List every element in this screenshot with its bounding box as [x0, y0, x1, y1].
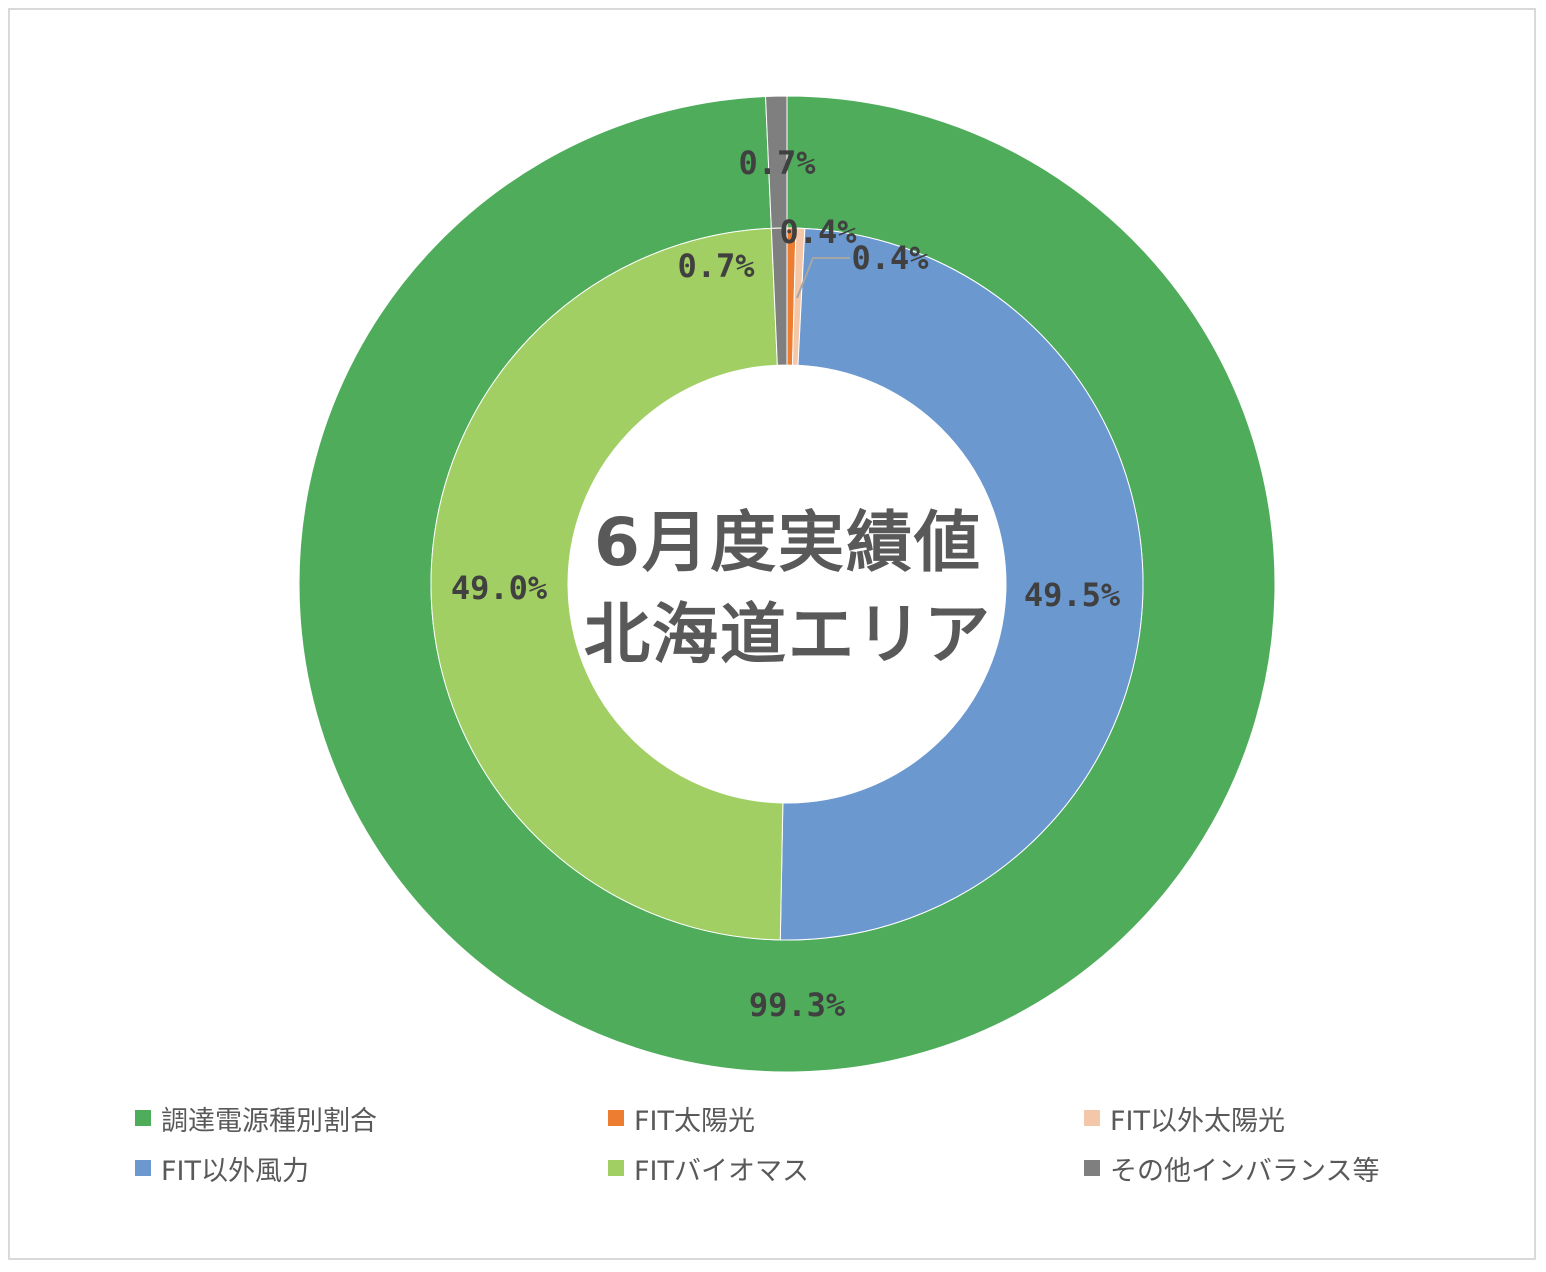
chart-title-line-2: 北海道エリア	[584, 596, 992, 673]
outer-slice-0-data-label: 99.3%	[749, 986, 846, 1024]
outer-slice-1-data-label: 0.7%	[738, 144, 816, 182]
inner-slice-3	[430, 227, 784, 941]
legend-label: その他インバランス等	[1110, 1155, 1380, 1187]
legend-swatch	[1084, 1160, 1100, 1176]
legend-label: FIT太陽光	[634, 1105, 755, 1137]
inner-slice-2	[779, 227, 1144, 941]
inner-slice-3-data-label: 49.0%	[451, 569, 548, 607]
leader-line-non-fit-solar	[796, 257, 850, 299]
legend-item-other-imbalance: その他インバランス等	[1084, 1148, 1379, 1188]
inner-slice-1-data-label: 0.4%	[851, 239, 929, 277]
inner-slice-4	[770, 227, 788, 366]
legend-swatch	[608, 1110, 624, 1126]
legend-swatch	[135, 1110, 151, 1126]
chart-title-line-1: 6月度実績値	[594, 504, 982, 581]
legend-label: FITバイオマス	[634, 1155, 809, 1187]
legend-item-procurement-ratio: 調達電源種別割合	[135, 1098, 377, 1138]
inner-slice-2-data-label: 49.5%	[1024, 576, 1121, 614]
legend-label: FIT以外風力	[161, 1155, 309, 1187]
legend-item-fit-solar: FIT太陽光	[608, 1098, 755, 1138]
legend-label: FIT以外太陽光	[1110, 1105, 1285, 1137]
inner-slice-4-data-label: 0.7%	[677, 247, 755, 285]
legend-item-non-fit-wind: FIT以外風力	[135, 1148, 309, 1188]
legend-item-fit-biomass: FITバイオマス	[608, 1148, 809, 1188]
inner-slice-0-data-label: 0.4%	[779, 213, 857, 251]
legend-label: 調達電源種別割合	[161, 1105, 377, 1137]
legend-swatch	[135, 1160, 151, 1176]
legend-item-non-fit-solar: FIT以外太陽光	[1084, 1098, 1285, 1138]
legend-swatch	[1084, 1110, 1100, 1126]
legend-swatch	[608, 1160, 624, 1176]
